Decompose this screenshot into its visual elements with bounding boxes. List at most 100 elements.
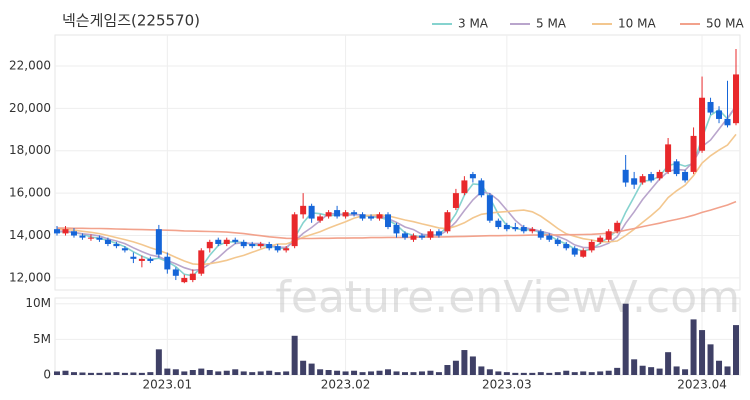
volume-bar	[308, 363, 315, 375]
candle-body	[54, 229, 60, 234]
candle-body	[486, 195, 493, 221]
candle-body	[580, 250, 587, 257]
candle-body	[70, 231, 77, 236]
volume-bar	[554, 372, 561, 375]
volume-bar	[444, 365, 451, 375]
candle-body	[130, 256, 137, 259]
candle-body	[444, 212, 451, 232]
candle-body	[317, 216, 324, 221]
volume-bar	[648, 367, 655, 375]
volume-bar	[605, 370, 612, 375]
volume-bar	[435, 372, 442, 375]
volume-bar	[206, 370, 213, 375]
volume-bar	[274, 372, 281, 375]
volume-bar	[172, 369, 179, 375]
candle-body	[164, 256, 171, 270]
volume-bar	[699, 330, 706, 375]
candle-body	[96, 237, 103, 240]
candle-body	[716, 110, 723, 119]
y-tick-label: 16,000	[9, 186, 51, 200]
candle-body	[648, 174, 655, 181]
candle-body	[673, 161, 680, 175]
volume-bar	[401, 372, 408, 375]
candle-body	[656, 171, 663, 179]
candle-body	[707, 101, 714, 113]
candle-body	[87, 237, 94, 239]
candle-body	[79, 235, 86, 238]
volume-bar	[716, 360, 723, 375]
candle-body	[401, 233, 408, 238]
candle-body	[665, 144, 672, 172]
candle-body	[198, 250, 205, 274]
x-tick-label: 2023.02	[321, 378, 371, 392]
volume-bar	[682, 369, 689, 375]
volume-bar	[733, 325, 739, 375]
y-tick-label: 5M	[33, 332, 51, 346]
volume-bar	[529, 372, 536, 375]
volume-bar	[155, 349, 162, 375]
candle-body	[291, 214, 298, 247]
candle-body	[351, 212, 358, 215]
candle-body	[537, 231, 544, 238]
candle-body	[605, 231, 612, 240]
volume-bar	[393, 371, 400, 375]
volume-bar	[334, 370, 341, 375]
candle-body	[172, 269, 179, 276]
volume-bar	[427, 370, 434, 375]
candle-body	[376, 214, 383, 219]
volume-bar	[359, 372, 366, 375]
volume-bar	[223, 370, 230, 375]
volume-bar	[215, 371, 222, 375]
candle-body	[512, 227, 519, 230]
candle-body	[495, 220, 502, 228]
candle-body	[478, 180, 485, 196]
volume-bar	[317, 369, 324, 375]
volume-bar	[138, 372, 145, 375]
candle-body	[113, 244, 120, 247]
candle-body	[232, 239, 239, 242]
volume-bar	[546, 372, 553, 375]
volume-bar	[512, 372, 519, 375]
volume-bar	[181, 371, 188, 375]
volume-bar	[410, 372, 417, 375]
x-tick-label: 2023.03	[482, 378, 532, 392]
candle-body	[62, 229, 69, 234]
volume-bar	[469, 356, 476, 375]
candle-body	[427, 231, 434, 238]
volume-bar	[631, 359, 638, 375]
volume-bar	[503, 372, 510, 375]
candle-body	[325, 212, 332, 217]
volume-bar	[563, 370, 570, 375]
candle-body	[138, 258, 145, 261]
volume-bar	[580, 371, 587, 375]
candle-body	[240, 241, 247, 247]
candle-body	[554, 239, 561, 245]
volume-bar	[283, 371, 290, 375]
candle-body	[699, 97, 706, 151]
y-tick-label: 20,000	[9, 101, 51, 115]
volume-bar	[266, 370, 273, 375]
volume-bar	[130, 372, 137, 375]
volume-bar	[614, 367, 621, 375]
candle-body	[597, 237, 604, 242]
volume-bar	[291, 335, 298, 375]
candle-body	[461, 180, 468, 194]
volume-bar	[198, 368, 205, 375]
candle-body	[274, 246, 281, 251]
candle-body	[546, 235, 553, 240]
candle-body	[452, 193, 459, 208]
candle-body	[733, 74, 739, 124]
volume-bar	[461, 350, 468, 375]
candle-body	[622, 169, 629, 183]
candle-body	[682, 171, 689, 181]
volume-bar	[79, 372, 86, 375]
y-tick-label: 12,000	[9, 270, 51, 284]
volume-bar	[121, 372, 128, 375]
y-tick-label: 18,000	[9, 143, 51, 157]
volume-bar	[147, 372, 154, 375]
volume-bar	[418, 371, 425, 375]
candle-body	[410, 235, 417, 240]
ma-line	[56, 133, 737, 266]
candle-body	[147, 258, 154, 261]
candle-body	[223, 239, 230, 245]
